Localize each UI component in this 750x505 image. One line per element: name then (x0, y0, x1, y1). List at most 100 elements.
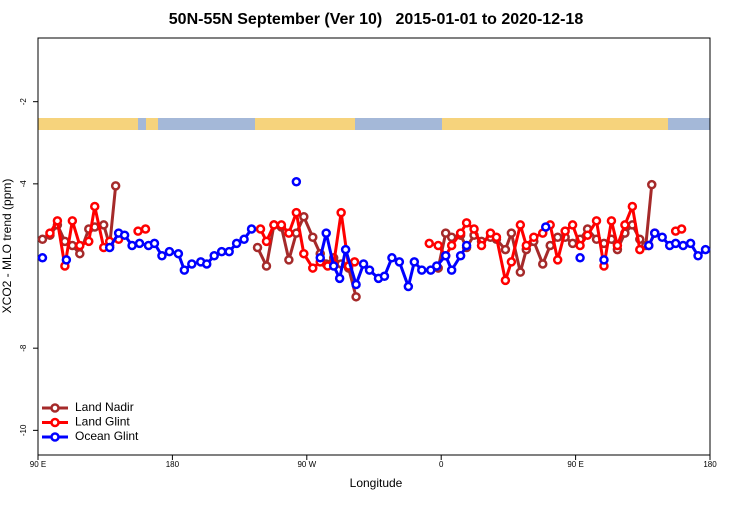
legend-label: Land Nadir (75, 400, 134, 414)
y-tick-label: -4 (19, 180, 28, 188)
data-point (647, 179, 657, 190)
data-point (334, 273, 345, 284)
data-point (575, 253, 585, 263)
data-point (179, 265, 190, 275)
data-point (231, 238, 242, 249)
data-point (299, 211, 309, 222)
data-point (424, 238, 435, 249)
data-point (67, 216, 78, 226)
land-strip (255, 118, 355, 130)
land-strip (442, 118, 668, 130)
x-tick-label: 90 E (567, 460, 583, 469)
data-point (506, 228, 517, 238)
data-point (403, 281, 414, 292)
data-point (644, 240, 654, 251)
data-point (209, 250, 219, 261)
x-axis-label: Longitude (350, 476, 403, 490)
data-point (98, 220, 109, 230)
data-point (133, 226, 143, 236)
data-point (491, 232, 502, 243)
data-point (224, 246, 234, 257)
data-point (676, 224, 687, 234)
data-point (246, 224, 257, 234)
data-point (140, 224, 151, 234)
data-point (433, 240, 443, 251)
data-point (700, 244, 711, 255)
data-point (417, 265, 427, 275)
data-point (678, 240, 688, 251)
data-point (336, 207, 346, 218)
data-point (351, 292, 361, 302)
data-point (164, 246, 175, 257)
data-point (379, 271, 390, 282)
data-point (446, 265, 457, 275)
data-point (425, 265, 436, 275)
data-point (110, 181, 121, 191)
data-point (693, 250, 703, 261)
plot-frame (37, 37, 711, 456)
data-point (284, 255, 294, 265)
data-point (591, 216, 602, 226)
data-point (582, 230, 593, 240)
data-point (461, 240, 472, 251)
x-tick-label: 90 W (297, 460, 316, 469)
data-point (261, 261, 272, 271)
data-point (364, 265, 375, 275)
data-point (358, 259, 369, 269)
x-tick-label: 90 E (30, 460, 46, 469)
data-point (612, 240, 623, 251)
data-point (685, 238, 696, 249)
data-point (291, 207, 302, 218)
data-point (216, 246, 227, 257)
data-point (45, 228, 55, 238)
data-point (149, 238, 160, 249)
data-point (521, 240, 532, 251)
data-point (515, 220, 526, 230)
data-point (308, 232, 318, 243)
data-point (321, 228, 331, 238)
surface-strip (38, 118, 710, 130)
data-point (649, 228, 660, 238)
data-point (620, 220, 630, 230)
data-point (560, 226, 570, 236)
data-point (394, 257, 405, 267)
data-point (455, 250, 466, 261)
data-point (440, 228, 451, 238)
data-point (37, 234, 48, 245)
data-point (446, 240, 457, 251)
data-point (567, 220, 578, 230)
data-point (134, 238, 145, 249)
data-point (387, 253, 397, 263)
land-strip (38, 118, 138, 130)
data-point (455, 228, 466, 238)
data-point (540, 222, 551, 232)
data-point (351, 279, 361, 290)
data-point (291, 177, 302, 187)
data-point (461, 218, 472, 228)
data-point (255, 224, 266, 234)
data-point (261, 236, 272, 247)
data-point (173, 248, 184, 259)
legend-label: Land Glint (75, 415, 130, 429)
data-point (606, 216, 617, 226)
data-point (75, 248, 85, 259)
data-point (500, 275, 511, 286)
land-strip (146, 118, 158, 130)
chart-title: 50N-55N September (Ver 10) 2015-01-01 to… (169, 11, 584, 28)
data-point (52, 216, 63, 226)
y-tick-label: -8 (19, 344, 28, 352)
legend-marker (50, 432, 60, 442)
x-tick-label: 0 (439, 460, 444, 469)
data-point (61, 255, 72, 265)
data-point (657, 232, 667, 243)
data-point (89, 201, 100, 212)
data-point (409, 257, 420, 267)
data-point (315, 253, 325, 263)
data-point (119, 230, 130, 240)
y-axis-label: XCO2 - MLO trend (ppm) (0, 179, 14, 314)
data-point (75, 240, 85, 251)
data-point (469, 224, 479, 234)
data-point (529, 232, 539, 243)
